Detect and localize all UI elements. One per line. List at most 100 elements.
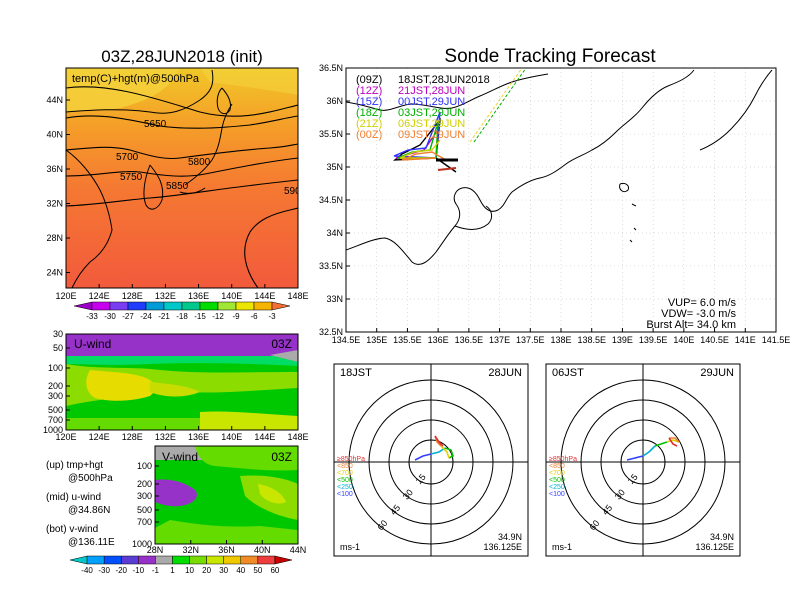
lon-tick-label: 144E — [254, 432, 275, 442]
forecast-cycle: (15Z) — [356, 96, 382, 108]
temp-colorbar-label: -6 — [250, 312, 258, 321]
lon-tick-label: 124E — [89, 432, 110, 442]
temp-colorbar-swatch — [181, 301, 201, 311]
lon-tick-label: 139.5E — [639, 335, 668, 345]
temp-colorbar: -33 -30 -27 -24 -21 -18 -15 -12 -9 -6 -3 — [73, 301, 291, 321]
hodograph-unit: ms-1 — [340, 542, 360, 552]
left-title: 03Z,28JUN2018 (init) — [101, 47, 263, 66]
lon-tick-label: 135E — [366, 335, 387, 345]
lat-tick-label: 44N — [290, 545, 307, 555]
hodograph-ring-label: 45 — [388, 503, 402, 517]
temp-colorbar-label: -30 — [104, 312, 116, 321]
hodograph-legend-item: <500 — [337, 477, 353, 484]
contour-label-5650: 5650 — [144, 119, 167, 130]
track-map-ticks: 134.5E 135E 135.5E 136E 136.5E 137E 137.5E 138E… — [319, 63, 790, 345]
forecast-cycle: (12Z) — [356, 85, 382, 97]
temp-colorbar-swatch — [163, 301, 183, 311]
coastline-island — [619, 183, 629, 193]
lat-tick-label: 34N — [326, 228, 343, 238]
lon-tick-label: 148E — [287, 432, 308, 442]
lat-tick-label: 28N — [46, 233, 63, 243]
temp-colorbar-swatch — [73, 301, 93, 311]
temp-colorbar-label: -24 — [140, 312, 152, 321]
hodograph-trace — [434, 435, 444, 447]
lat-tick-label: 36N — [218, 545, 235, 555]
hodograph-legend-item: <100 — [337, 491, 353, 498]
u-wind-time: 03Z — [271, 337, 292, 351]
contour-label-5750: 5750 — [120, 172, 143, 183]
sonde-track — [399, 139, 441, 159]
wind-colorbar-swatch — [257, 555, 276, 565]
pressure-tick-label: 700 — [48, 415, 63, 425]
contour-label-5850: 5850 — [166, 181, 189, 192]
temp-colorbar-swatch — [145, 301, 165, 311]
temp-colorbar-label: -18 — [176, 312, 188, 321]
lon-tick-label: 135.5E — [393, 335, 422, 345]
sonde-title: Sonde Tracking Forecast — [444, 46, 656, 67]
note-bot-line1: (bot) v-wind — [46, 524, 98, 535]
pressure-tick-label: 300 — [137, 491, 152, 501]
temp-colorbar-label: -27 — [122, 312, 134, 321]
hodograph-date: 28JUN — [488, 367, 522, 379]
temp-colorbar-swatch — [127, 301, 147, 311]
hodograph-ring-label: 15 — [626, 472, 640, 486]
lon-tick-label: 132E — [155, 291, 176, 301]
temp-colorbar-label: -12 — [212, 312, 224, 321]
wind-colorbar-label: -40 — [81, 566, 93, 575]
lat-tick-label: 36.5N — [319, 63, 343, 73]
hodograph-lon: 136.125E — [483, 542, 522, 552]
lat-tick-label: 33N — [326, 294, 343, 304]
pressure-tick-label: 300 — [48, 391, 63, 401]
forecast-time: 09JST,29JUN — [398, 129, 465, 141]
coastline-north — [346, 73, 549, 111]
forecast-time: 06JST,29JUN — [398, 118, 465, 130]
coastline — [346, 69, 695, 265]
u-wind-frame — [65, 333, 299, 431]
wind-colorbar-swatch — [206, 555, 224, 565]
lon-tick-label: 141E — [735, 335, 756, 345]
lat-tick-label: 34.5N — [319, 195, 343, 205]
pressure-tick-label: 1000 — [132, 539, 152, 549]
coastline-bay — [454, 205, 493, 230]
note-bot-line2: @136.11E — [68, 537, 115, 548]
temp-colorbar-label: -33 — [86, 312, 98, 321]
wind-colorbar-swatch — [120, 555, 139, 565]
wind-colorbar-swatch — [138, 555, 156, 565]
wind-colorbar: -40 -30 -20 -10 -1 1 10 20 30 40 50 60 — [69, 555, 293, 575]
lon-tick-label: 136E — [428, 335, 449, 345]
sonde-track-ascent — [473, 68, 527, 143]
sonde-track-ascent — [469, 68, 523, 143]
hodograph-legend-item: <850 — [337, 463, 353, 470]
hodograph-legend-item: <700 — [337, 470, 353, 477]
temp-colorbar-label: -15 — [194, 312, 206, 321]
contour-label-5700: 5700 — [116, 152, 139, 163]
hodograph-trace — [430, 447, 446, 455]
lon-tick-label: 138E — [550, 335, 571, 345]
wind-colorbar-label: -10 — [133, 566, 145, 575]
lat-tick-label: 44N — [46, 95, 63, 105]
lon-tick-label: 136.5E — [455, 335, 484, 345]
hodograph-lat: 34.9N — [498, 532, 522, 542]
lon-tick-label: 140E — [221, 432, 242, 442]
lon-tick-label: 137E — [489, 335, 510, 345]
hodograph-trace — [414, 453, 432, 461]
lon-tick-label: 139E — [612, 335, 633, 345]
hodograph-legend-item: <700 — [549, 470, 565, 477]
lat-tick-label: 28N — [147, 545, 164, 555]
wind-colorbar-label: 30 — [219, 566, 228, 575]
pressure-tick-label: 50 — [53, 343, 63, 353]
hodograph-ring-label: 60 — [587, 518, 601, 532]
sonde-params: VUP= 6.0 m/s VDW= -3.0 m/s Burst Alt= 34… — [646, 297, 736, 331]
hodograph-unit: ms-1 — [552, 542, 572, 552]
forecast-cycle: (18Z) — [356, 107, 382, 119]
hodograph-ring-label: 15 — [414, 472, 428, 486]
v-wind-time: 03Z — [271, 450, 292, 464]
hodograph-ring-label: 30 — [613, 487, 627, 501]
wind-colorbar-swatch — [240, 555, 259, 565]
map-500hpa-ticks: 120E 124E 128E 132E 136E 140E 144E 148E 44N 40N 36… — [46, 95, 308, 301]
